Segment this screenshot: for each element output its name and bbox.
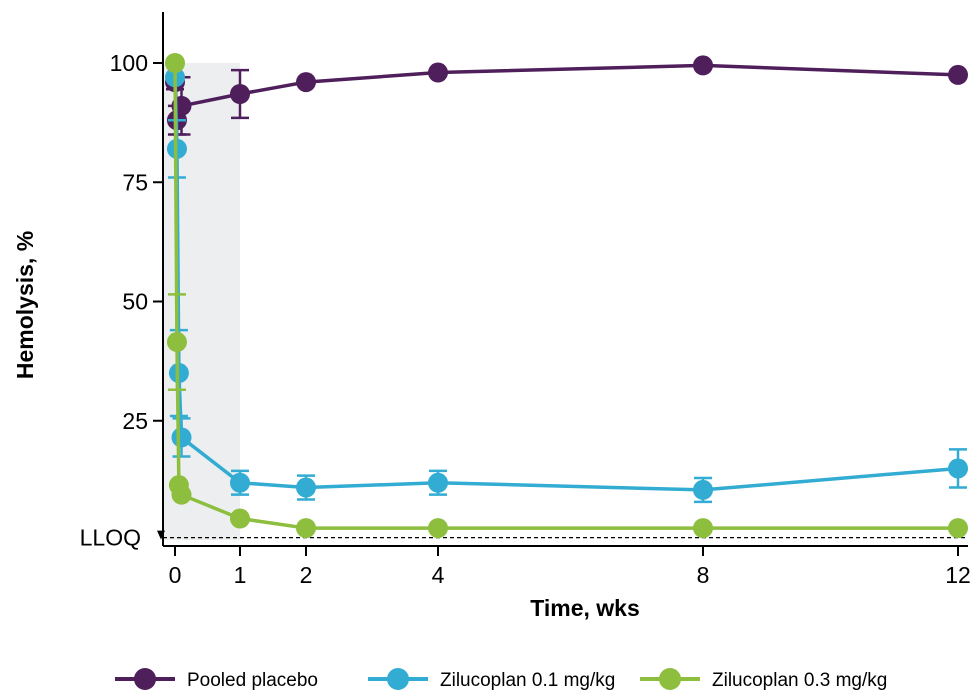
y-tick-label: 75: [122, 169, 148, 195]
series-line: [173, 62, 958, 530]
legend-label: Zilucoplan 0.1 mg/kg: [440, 670, 615, 691]
y-tick-label: 50: [122, 289, 148, 315]
data-point: [428, 472, 448, 493]
y-tick-label: 100: [110, 50, 148, 76]
legend-swatch-marker: [387, 668, 409, 690]
data-point: [166, 332, 187, 353]
data-point: [171, 484, 192, 505]
x-axis-title: Time, wks: [530, 595, 640, 621]
series-line: [173, 63, 959, 122]
x-tick-label: 12: [945, 562, 971, 588]
legend-swatch-marker: [659, 668, 681, 690]
series-2: [165, 67, 968, 504]
data-point: [693, 479, 713, 500]
lloq-label: LLOQ: [80, 525, 141, 551]
data-point: [428, 518, 448, 539]
x-tick-label: 0: [169, 562, 182, 588]
data-point: [230, 84, 250, 105]
data-point: [693, 55, 713, 76]
legend-item: Zilucoplan 0.1 mg/kg: [368, 668, 615, 691]
data-point: [230, 472, 250, 493]
data-point: [165, 53, 185, 73]
y-tick-label: 25: [122, 408, 148, 434]
data-point: [948, 458, 968, 479]
series-3: [165, 53, 968, 539]
legend-item: Pooled placebo: [115, 668, 318, 691]
legend-item: Zilucoplan 0.3 mg/kg: [640, 668, 887, 691]
data-point: [230, 508, 250, 529]
data-point: [171, 427, 192, 448]
x-tick-label: 4: [432, 562, 445, 588]
data-point: [296, 518, 316, 539]
lloq-marker: [157, 530, 165, 540]
x-tick-label: 8: [697, 562, 710, 588]
data-point: [428, 62, 448, 83]
series-1: [165, 55, 968, 136]
data-point: [948, 518, 968, 539]
x-tick-label: 2: [300, 562, 313, 588]
series-line: [173, 77, 959, 492]
data-point: [948, 64, 968, 85]
data-point: [693, 518, 713, 539]
legend-label: Pooled placebo: [187, 670, 318, 691]
legend-label: Zilucoplan 0.3 mg/kg: [712, 670, 887, 691]
legend-swatch-marker: [134, 668, 156, 690]
data-point: [296, 477, 316, 498]
y-axis-title: Hemolysis, %: [12, 231, 38, 379]
x-tick-label: 1: [234, 562, 247, 588]
data-point: [296, 72, 316, 93]
